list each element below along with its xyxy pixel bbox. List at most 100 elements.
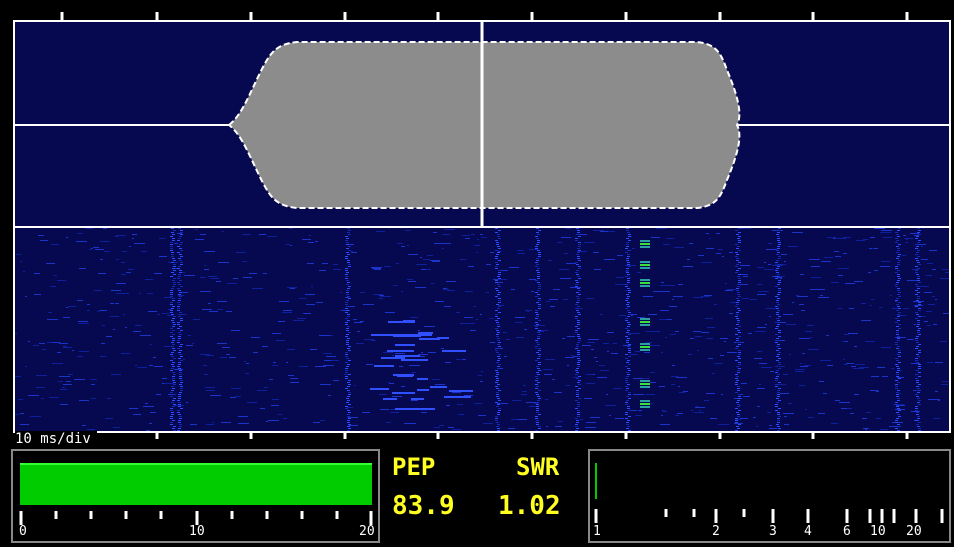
waterfall-line: [347, 422, 350, 423]
waterfall-line: [918, 282, 921, 283]
waterfall-line: [627, 282, 630, 283]
waterfall-line: [737, 322, 740, 323]
waterfall-line: [178, 298, 181, 299]
waterfall-line: [177, 430, 180, 431]
waterfall-line: [775, 380, 778, 381]
waterfall-line: [735, 420, 738, 421]
waterfall-line: [777, 240, 780, 241]
waterfall-pixel: [263, 273, 267, 274]
waterfall-line: [537, 358, 540, 359]
waterfall-line: [178, 428, 181, 429]
waterfall-line: [626, 422, 629, 423]
waterfall-pixel: [561, 237, 571, 238]
waterfall-line: [536, 366, 539, 367]
waterfall-line: [173, 266, 176, 267]
waterfall-line: [345, 274, 348, 275]
waterfall-pixel: [835, 256, 841, 257]
waterfall-pixel: [110, 316, 119, 317]
waterfall-line: [918, 364, 921, 365]
waterfall-pixel: [698, 255, 704, 256]
waterfall-pixel: [679, 392, 685, 393]
waterfall-line: [345, 278, 348, 279]
waterfall-line: [346, 248, 349, 249]
waterfall-pixel: [392, 355, 394, 356]
waterfall-pixel: [333, 380, 339, 381]
waterfall-line: [736, 248, 739, 249]
waterfall-line: [496, 372, 499, 373]
waterfall-line: [495, 250, 498, 251]
waterfall-pixel: [72, 350, 74, 351]
waterfall-burst: [383, 398, 397, 400]
waterfall-pixel: [643, 296, 653, 297]
waterfall-pixel: [222, 231, 224, 232]
waterfall-pixel: [483, 423, 493, 424]
waterfall-line: [897, 382, 900, 383]
waterfall-line: [346, 358, 349, 359]
waterfall-pixel: [906, 239, 908, 240]
waterfall-line: [575, 262, 578, 263]
waterfall-pixel: [834, 251, 839, 252]
waterfall-pixel: [60, 404, 68, 405]
waterfall-pixel: [662, 291, 670, 292]
waterfall-line: [738, 250, 741, 251]
waterfall-line: [179, 236, 182, 237]
waterfall-line: [170, 250, 173, 251]
waterfall-pixel: [511, 419, 522, 420]
waterfall-line: [575, 304, 578, 305]
waterfall-line: [778, 352, 781, 353]
waterfall-pixel: [764, 262, 766, 263]
waterfall-line: [172, 400, 175, 401]
waterfall-line: [917, 288, 920, 289]
waterfall-panel[interactable]: [13, 228, 951, 433]
waterfall-pixel: [123, 314, 125, 315]
waterfall-pixel: [164, 297, 172, 298]
waterfall-line: [538, 254, 541, 255]
waterfall-line: [738, 310, 741, 311]
waterfall-line: [917, 242, 920, 243]
waterfall-line: [776, 350, 779, 351]
waterfall-line: [737, 308, 740, 309]
waterfall-line: [345, 322, 348, 323]
waterfall-line: [498, 286, 501, 287]
waterfall-line: [916, 386, 919, 387]
waterfall-line: [896, 310, 899, 311]
waterfall-line: [737, 330, 740, 331]
waterfall-pixel: [650, 382, 656, 383]
waterfall-line: [179, 254, 182, 255]
waterfall-line: [628, 290, 631, 291]
waterfall-line: [178, 276, 181, 277]
waterfall-line: [495, 262, 498, 263]
waterfall-line: [537, 268, 540, 269]
waterfall-line: [348, 286, 351, 287]
waterfall-pixel: [379, 295, 384, 296]
waterfall-line: [915, 312, 918, 313]
waterfall-line: [735, 256, 738, 257]
waterfall-pixel: [489, 318, 494, 319]
waterfall-pixel: [238, 423, 249, 424]
waterfall-line: [735, 252, 738, 253]
waterfall-pixel: [116, 283, 126, 284]
waterfall-pixel: [77, 300, 83, 301]
waterfall-line: [173, 264, 176, 265]
waterfall-line: [775, 286, 778, 287]
waterfall-pixel: [47, 342, 54, 343]
scope-panel[interactable]: [13, 20, 951, 228]
waterfall-line: [347, 386, 350, 387]
waterfall-pixel: [278, 414, 282, 415]
waterfall-pixel: [701, 262, 712, 263]
waterfall-pixel: [149, 365, 153, 366]
waterfall-line: [345, 270, 348, 271]
waterfall-pixel: [305, 294, 315, 295]
waterfall-pixel: [696, 406, 698, 407]
waterfall-pixel: [315, 366, 326, 367]
waterfall-pixel: [293, 320, 304, 321]
waterfall-pixel: [675, 415, 679, 416]
waterfall-line: [179, 270, 182, 271]
waterfall-line: [738, 394, 741, 395]
waterfall-line: [179, 272, 182, 273]
waterfall-line: [496, 330, 499, 331]
waterfall-pixel: [20, 424, 29, 425]
waterfall-line: [917, 262, 920, 263]
waterfall-line: [179, 392, 182, 393]
waterfall-line: [172, 238, 175, 239]
